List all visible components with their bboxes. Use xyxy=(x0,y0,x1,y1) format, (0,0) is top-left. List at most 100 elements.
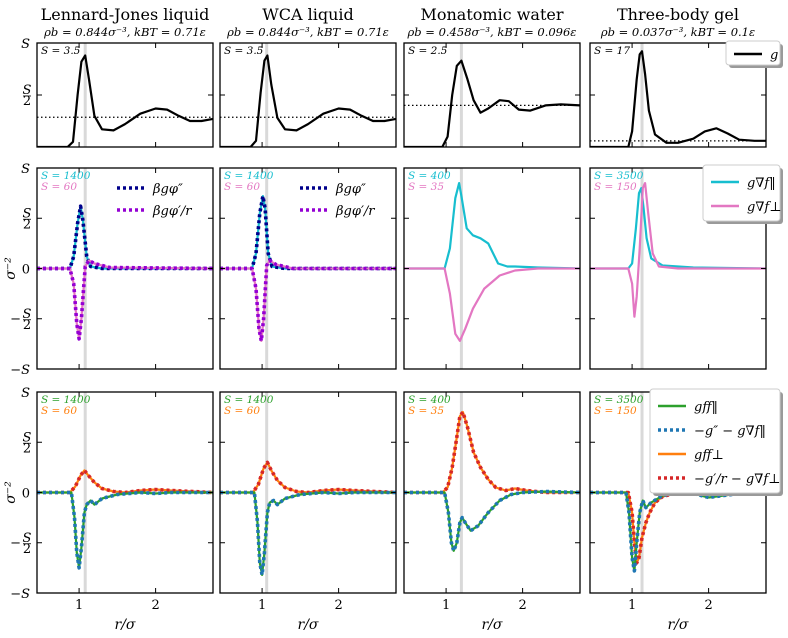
series-group xyxy=(404,59,580,147)
column-subtitle: ρb = 0.844σ⁻³, kBT = 0.71ε xyxy=(226,25,389,39)
series-line-−g″ − g∇f‖ xyxy=(590,490,766,573)
series-line-−g′/r − g∇f⊥ xyxy=(404,410,580,495)
series-line-gff‖ xyxy=(37,491,213,569)
scale-label: S = 3500 xyxy=(594,170,644,182)
y-tick-label-num: S xyxy=(23,307,32,322)
scale-label: S = 1400 xyxy=(41,170,91,182)
series-line-gff‖ xyxy=(590,491,766,572)
x-tick-label: 2 xyxy=(334,598,342,613)
series-group xyxy=(37,204,213,341)
y-tick-label: S xyxy=(21,386,30,401)
series-line-g∇f⊥ xyxy=(37,259,213,340)
scale-label: S = 150 xyxy=(594,181,637,193)
series-line-g xyxy=(590,50,766,147)
series-line-g∇f⊥ xyxy=(590,182,766,318)
y-tick-label-sign: − xyxy=(10,536,21,551)
series-line-g∇f‖ xyxy=(404,182,580,270)
legend-label: −g″ − g∇f‖ xyxy=(694,424,766,439)
x-tick-label: 2 xyxy=(704,598,712,613)
column-subtitle: ρb = 0.844σ⁻³, kBT = 0.71ε xyxy=(43,25,206,39)
series-line-−g′/r − g∇f⊥ xyxy=(220,460,396,495)
series-group xyxy=(590,50,766,147)
series-line-g∇f‖ xyxy=(220,195,396,270)
series-line-βgφ″ xyxy=(37,204,213,271)
scale-label: S = 400 xyxy=(408,170,451,182)
series-line-g xyxy=(404,59,580,147)
column-subtitle: ρb = 0.458σ⁻³, kBT = 0.096ε xyxy=(407,25,577,39)
y-tick-label-num: S xyxy=(23,531,32,546)
x-axis-label: r/σ xyxy=(482,617,503,633)
legend-grad: g∇f‖ g∇f⊥ xyxy=(702,164,783,224)
y-tick-label-den: 2 xyxy=(23,441,31,456)
series-group xyxy=(404,182,580,342)
y-axis-label: σ⁻² xyxy=(3,481,19,504)
inner-legend-label: βgφ′/r xyxy=(152,204,192,219)
x-tick-label: 2 xyxy=(518,598,526,613)
series-line-−g′/r − g∇f⊥ xyxy=(37,468,213,495)
x-axis-label: r/σ xyxy=(668,617,689,633)
y-tick-label-num: S xyxy=(23,430,32,445)
column-subtitle: ρb = 0.037σ⁻³, kBT = 0.1ε xyxy=(600,25,755,39)
y-tick-label: −S xyxy=(10,587,30,602)
legend-label: −g′/r − g∇f⊥ xyxy=(694,472,780,487)
inner-legend: βgφ″ βgφ′/r xyxy=(117,182,192,219)
scale-label: S = 35 xyxy=(408,181,444,193)
x-tick-label: 1 xyxy=(442,598,450,613)
series-line-gff⊥ xyxy=(37,469,213,494)
y-tick-label-den: 2 xyxy=(23,318,31,333)
series-line-g∇f⊥ xyxy=(404,267,580,342)
scale-label: S = 1400 xyxy=(41,394,91,406)
legend-g: g xyxy=(725,40,783,68)
series-group xyxy=(220,460,396,577)
x-tick-label: 2 xyxy=(151,598,159,613)
scale-label: S = 1400 xyxy=(224,394,274,406)
scale-label: S = 60 xyxy=(41,181,77,193)
series-group xyxy=(37,468,213,570)
panel-frame xyxy=(219,42,397,148)
scale-label: S = 60 xyxy=(224,181,260,193)
y-tick-label: S xyxy=(21,37,30,52)
series-group xyxy=(220,194,396,343)
legend-box xyxy=(649,388,781,494)
x-tick-label: 1 xyxy=(628,598,636,613)
series-line-−g′/r − g∇f⊥ xyxy=(590,484,766,565)
panel-frame xyxy=(36,42,214,148)
series-line-gff‖ xyxy=(404,490,580,552)
x-axis-label: r/σ xyxy=(115,617,136,633)
series-line-g xyxy=(220,54,396,147)
y-tick-label-den: 2 xyxy=(23,217,31,232)
y-tick-label-num: S xyxy=(23,206,32,221)
panel-frame xyxy=(403,42,581,148)
legend-label: g∇f⊥ xyxy=(747,200,781,215)
scale-label: S = 400 xyxy=(408,394,451,406)
inner-legend-label: βgφ″ xyxy=(335,182,366,197)
series-line-g xyxy=(37,54,213,147)
scale-label: S = 17 xyxy=(594,45,630,57)
scale-label: S = 3.5 xyxy=(224,45,264,57)
scale-label: S = 1400 xyxy=(224,170,274,182)
panel-g-3: S = 2.5 xyxy=(403,42,581,148)
panel-g-2: S = 3.5 xyxy=(219,42,397,148)
inner-legend-label: βgφ′/r xyxy=(335,204,375,219)
y-axis-label: σ⁻² xyxy=(3,257,19,280)
series-line-−g″ − g∇f‖ xyxy=(37,490,213,570)
series-line-gff‖ xyxy=(220,491,396,576)
y-tick-label: S xyxy=(21,162,30,177)
y-tick-label-den: 2 xyxy=(23,542,31,557)
legend-label: gff‖ xyxy=(694,400,718,415)
series-line-βgφ′/r xyxy=(37,258,213,341)
x-tick-label: 1 xyxy=(75,598,83,613)
legend-label: gff⊥ xyxy=(694,448,724,463)
scale-label: S = 150 xyxy=(594,405,637,417)
y-tick-label-den: 2 xyxy=(23,94,31,109)
series-line-g∇f⊥ xyxy=(220,259,396,342)
series-line-gff⊥ xyxy=(220,461,396,494)
series-line-βgφ′/r xyxy=(220,258,396,343)
y-tick-label-sign: − xyxy=(10,312,21,327)
